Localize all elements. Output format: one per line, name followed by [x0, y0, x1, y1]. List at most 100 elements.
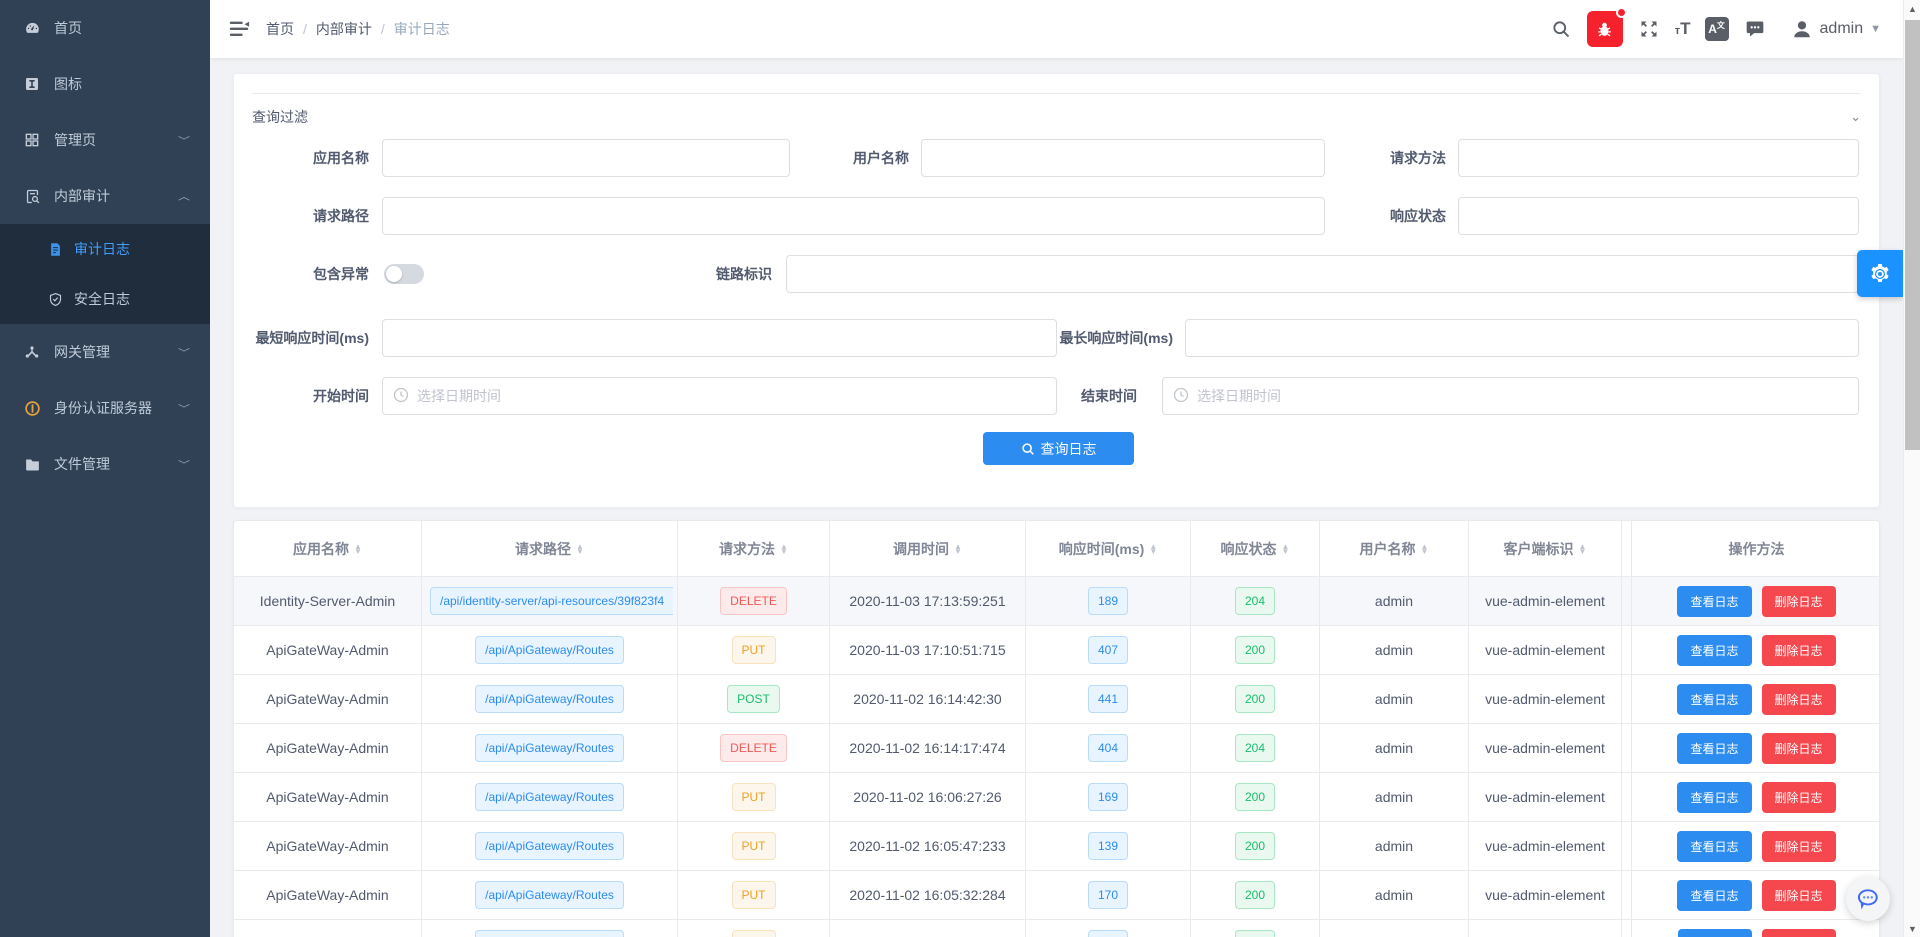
query-logs-button[interactable]: 查询日志 — [983, 432, 1134, 465]
user-name-input[interactable] — [921, 139, 1325, 177]
sidebar-item-file-manage[interactable]: 文件管理 ﹀ — [0, 436, 210, 492]
delete-log-button[interactable]: 删除日志 — [1761, 732, 1836, 764]
request-method-input[interactable] — [1458, 139, 1859, 177]
sort-icon[interactable]: ▲ ▼ — [1578, 541, 1587, 556]
sidebar-item-identity-server[interactable]: 身份认证服务器 ﹀ — [0, 380, 210, 436]
column-header-5[interactable]: 响应时间(ms) ▲ ▼ — [1026, 521, 1191, 577]
table-fixed-gap — [1622, 920, 1632, 937]
delete-log-button[interactable]: 删除日志 — [1761, 879, 1836, 911]
breadcrumb-home[interactable]: 首页 — [266, 21, 294, 37]
sidebar-item-icons[interactable]: 图标 — [0, 56, 210, 112]
response-ms-tag: 139 — [1087, 832, 1129, 860]
column-header-2[interactable]: 请求路径 ▲ ▼ — [422, 521, 678, 577]
cell-response-status: 200 — [1191, 675, 1320, 724]
delete-log-button[interactable]: 删除日志 — [1761, 585, 1836, 617]
request-path-tag[interactable]: /api/ApiGateway/Routes — [475, 881, 624, 909]
fullscreen-icon[interactable] — [1637, 17, 1661, 41]
app-name-input[interactable] — [382, 139, 790, 177]
request-path-tag[interactable]: /api/ApiGateway/Routes — [475, 930, 624, 937]
message-icon[interactable] — [1743, 17, 1767, 41]
sidebar-item-internal-audit[interactable]: 内部审计 ︿ — [0, 168, 210, 224]
filter-collapse-header[interactable]: 查询过滤 ⌄ — [252, 94, 1861, 139]
cell-response-status: 204 — [1191, 724, 1320, 773]
include-exception-toggle[interactable] — [384, 264, 424, 284]
hamburger-icon[interactable] — [228, 18, 250, 40]
sidebar-item-label: 首页 — [54, 20, 82, 36]
cell-call-time: 2020-11-02 16:14:17:474 — [830, 724, 1026, 773]
sidebar-item-admin-pages[interactable]: 管理页 ﹀ — [0, 112, 210, 168]
column-header-9[interactable]: 操作方法 — [1632, 521, 1879, 577]
request-path-tag[interactable]: /api/identity-server/api-resources/39f82… — [430, 587, 674, 615]
cell-response-status: 200 — [1191, 626, 1320, 675]
scroll-down-arrow[interactable]: ▼ — [1908, 923, 1917, 934]
view-log-button[interactable]: 查看日志 — [1677, 732, 1752, 764]
gear-icon — [1871, 263, 1889, 282]
column-header-3[interactable]: 请求方法 ▲ ▼ — [678, 521, 830, 577]
min-response-time-input[interactable] — [382, 319, 1057, 357]
start-time-label: 开始时间 — [313, 388, 369, 404]
sidebar-item-audit-log[interactable]: 审计日志 — [0, 224, 210, 274]
cell-response-ms: 139 — [1026, 822, 1191, 871]
sort-icon[interactable]: ▲ ▼ — [780, 541, 788, 556]
start-time-picker[interactable] — [382, 377, 1057, 415]
view-log-button[interactable]: 查看日志 — [1677, 928, 1752, 937]
user-name-label: 用户名称 — [853, 150, 909, 166]
column-header-1[interactable]: 应用名称 ▲ ▼ — [234, 521, 422, 577]
column-header-8[interactable]: 客户端标识 ▲ ▼ — [1469, 521, 1622, 577]
table-fixed-gap — [1622, 871, 1632, 920]
request-path-tag[interactable]: /api/ApiGateway/Routes — [475, 783, 624, 811]
request-path-tag[interactable]: /api/ApiGateway/Routes — [475, 832, 624, 860]
sort-icon[interactable]: ▲ ▼ — [1420, 541, 1429, 556]
column-header-7[interactable]: 用户名称 ▲ ▼ — [1320, 521, 1469, 577]
request-path-input[interactable] — [382, 197, 1325, 235]
view-log-button[interactable]: 查看日志 — [1677, 634, 1752, 666]
response-status-input[interactable] — [1458, 197, 1859, 235]
view-log-button[interactable]: 查看日志 — [1677, 585, 1752, 617]
min-response-time-label: 最短响应时间(ms) — [255, 330, 369, 346]
view-log-button[interactable]: 查看日志 — [1677, 830, 1752, 862]
view-log-button[interactable]: 查看日志 — [1677, 879, 1752, 911]
sort-icon[interactable]: ▲ ▼ — [576, 541, 584, 556]
sort-icon[interactable]: ▲ ▼ — [954, 541, 962, 556]
delete-log-button[interactable]: 删除日志 — [1761, 683, 1836, 715]
cell-actions: 查看日志删除日志 — [1632, 773, 1879, 822]
sidebar-item-security-log[interactable]: 安全日志 — [0, 274, 210, 324]
sort-icon[interactable]: ▲ ▼ — [354, 541, 362, 556]
scroll-up-arrow[interactable]: ▲ — [1908, 3, 1917, 14]
end-time-input[interactable] — [1162, 377, 1859, 415]
end-time-picker[interactable] — [1162, 377, 1859, 415]
feedback-chat-button[interactable] — [1846, 877, 1890, 921]
cell-app-name: ApiGateWay-Admin — [234, 675, 422, 724]
user-menu[interactable]: admin ▼ — [1791, 18, 1881, 40]
cell-user-name: admin — [1320, 773, 1469, 822]
sort-icon[interactable]: ▲ ▼ — [1281, 541, 1290, 556]
view-log-button[interactable]: 查看日志 — [1677, 683, 1752, 715]
request-path-tag[interactable]: /api/ApiGateway/Routes — [475, 685, 624, 713]
trace-id-input[interactable] — [786, 255, 1859, 293]
column-header-6[interactable]: 响应状态 ▲ ▼ — [1191, 521, 1320, 577]
scrollbar-thumb[interactable] — [1905, 20, 1920, 450]
sidebar-item-home[interactable]: 首页 — [0, 0, 210, 56]
request-method-tag: PUT — [731, 930, 776, 937]
delete-log-button[interactable]: 删除日志 — [1762, 928, 1837, 937]
font-size-icon[interactable]: тT — [1674, 19, 1691, 38]
search-icon[interactable] — [1549, 17, 1573, 41]
column-header-4[interactable]: 调用时间 ▲ ▼ — [830, 521, 1026, 577]
main-content: 查询过滤 ⌄ 应用名称 用户名称 请求方法 请求路径 响应状态 包含异常 链路标… — [210, 58, 1903, 937]
request-path-tag[interactable]: /api/ApiGateway/Routes — [475, 636, 624, 664]
start-time-input[interactable] — [382, 377, 1057, 415]
breadcrumb-internal-audit[interactable]: 内部审计 — [315, 21, 372, 37]
sidebar-item-gateway[interactable]: 网关管理 ﹀ — [0, 324, 210, 380]
error-log-bug-button[interactable] — [1586, 7, 1627, 47]
settings-gear-button[interactable] — [1857, 250, 1903, 297]
page-scrollbar[interactable]: ▲ ▼ — [1903, 0, 1920, 937]
delete-log-button[interactable]: 删除日志 — [1761, 634, 1836, 666]
request-path-tag[interactable]: /api/ApiGateway/Routes — [475, 734, 624, 762]
max-response-time-input[interactable] — [1185, 319, 1859, 357]
sort-icon[interactable]: ▲ ▼ — [1149, 541, 1158, 556]
delete-log-button[interactable]: 删除日志 — [1761, 830, 1836, 862]
delete-log-button[interactable]: 删除日志 — [1761, 781, 1836, 813]
view-log-button[interactable]: 查看日志 — [1677, 781, 1752, 813]
response-ms-tag: 441 — [1087, 685, 1129, 713]
